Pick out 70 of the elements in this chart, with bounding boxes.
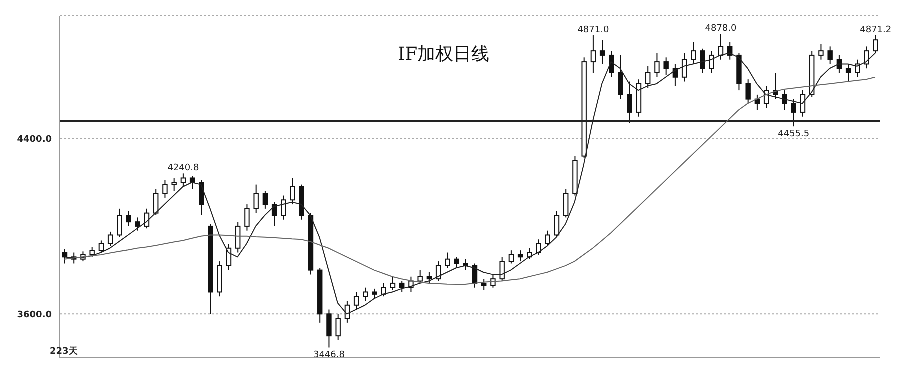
candlestick xyxy=(828,46,833,65)
candlestick xyxy=(590,35,596,74)
candlestick xyxy=(664,57,669,76)
candlestick xyxy=(90,246,95,258)
candlestick xyxy=(126,210,132,227)
candlestick xyxy=(873,34,878,54)
candlestick xyxy=(400,280,405,293)
candlestick xyxy=(262,190,268,210)
candlestick xyxy=(454,256,460,269)
annotation: 4871.2 xyxy=(860,25,892,36)
candlestick xyxy=(290,178,296,206)
candlestick xyxy=(190,176,196,190)
candlestick xyxy=(180,173,186,188)
candlestick xyxy=(800,90,806,118)
candlestick xyxy=(354,292,360,310)
candlestick xyxy=(618,54,624,100)
candlestick xyxy=(746,79,751,104)
annotation: 4871.0 xyxy=(578,26,610,36)
candlestick xyxy=(508,250,514,264)
candlestick xyxy=(855,59,860,78)
candlestick xyxy=(326,309,332,348)
candlestick xyxy=(646,66,651,89)
candlestick xyxy=(372,288,378,300)
candlestick xyxy=(682,52,688,82)
y-tick-label: 3600.0 xyxy=(17,310,52,320)
candlestick xyxy=(445,252,450,269)
candlestick xyxy=(864,46,870,70)
candlestick xyxy=(654,52,660,78)
candlestick xyxy=(254,184,259,214)
candlestick xyxy=(236,222,241,254)
candlestick xyxy=(700,48,706,74)
candlestick xyxy=(782,90,788,111)
candlestick xyxy=(600,40,606,65)
annotation: 4878.0 xyxy=(705,24,738,34)
candlestick xyxy=(363,287,368,302)
candlestick xyxy=(627,81,632,124)
candlestick xyxy=(135,217,140,232)
candlestick xyxy=(172,178,177,192)
candlestick xyxy=(518,250,524,262)
candlestick xyxy=(98,240,104,254)
candlestick xyxy=(336,314,341,341)
candlestick xyxy=(426,272,432,284)
y-tick-label: 4400.0 xyxy=(17,134,52,145)
candlestick xyxy=(718,33,724,60)
candlestick xyxy=(500,256,505,282)
candlestick xyxy=(108,231,114,247)
candlestick xyxy=(199,180,204,216)
candlestick xyxy=(536,239,542,256)
candlestick xyxy=(791,98,796,128)
candlestick xyxy=(162,180,168,198)
candlestick xyxy=(554,210,560,238)
candlestick xyxy=(545,230,550,247)
annotation: 4240.8 xyxy=(168,164,200,174)
annotation: 3446.8 xyxy=(313,350,346,361)
candlestick xyxy=(281,195,286,220)
candlestick xyxy=(818,44,824,60)
text: IF加权日线 xyxy=(398,43,490,66)
candlestick xyxy=(490,274,496,288)
candlestick xyxy=(691,42,696,65)
candlestick xyxy=(390,276,396,291)
candlestick xyxy=(154,188,159,216)
candlestick xyxy=(609,50,614,78)
candlestick xyxy=(244,204,250,232)
annotation: 223天 xyxy=(50,346,78,358)
candlestick xyxy=(564,188,569,218)
annotation: 4455.5 xyxy=(778,130,810,140)
candlestick xyxy=(117,208,122,238)
candlestick xyxy=(846,64,852,82)
candlestick xyxy=(482,278,487,291)
candlestick xyxy=(773,72,778,100)
